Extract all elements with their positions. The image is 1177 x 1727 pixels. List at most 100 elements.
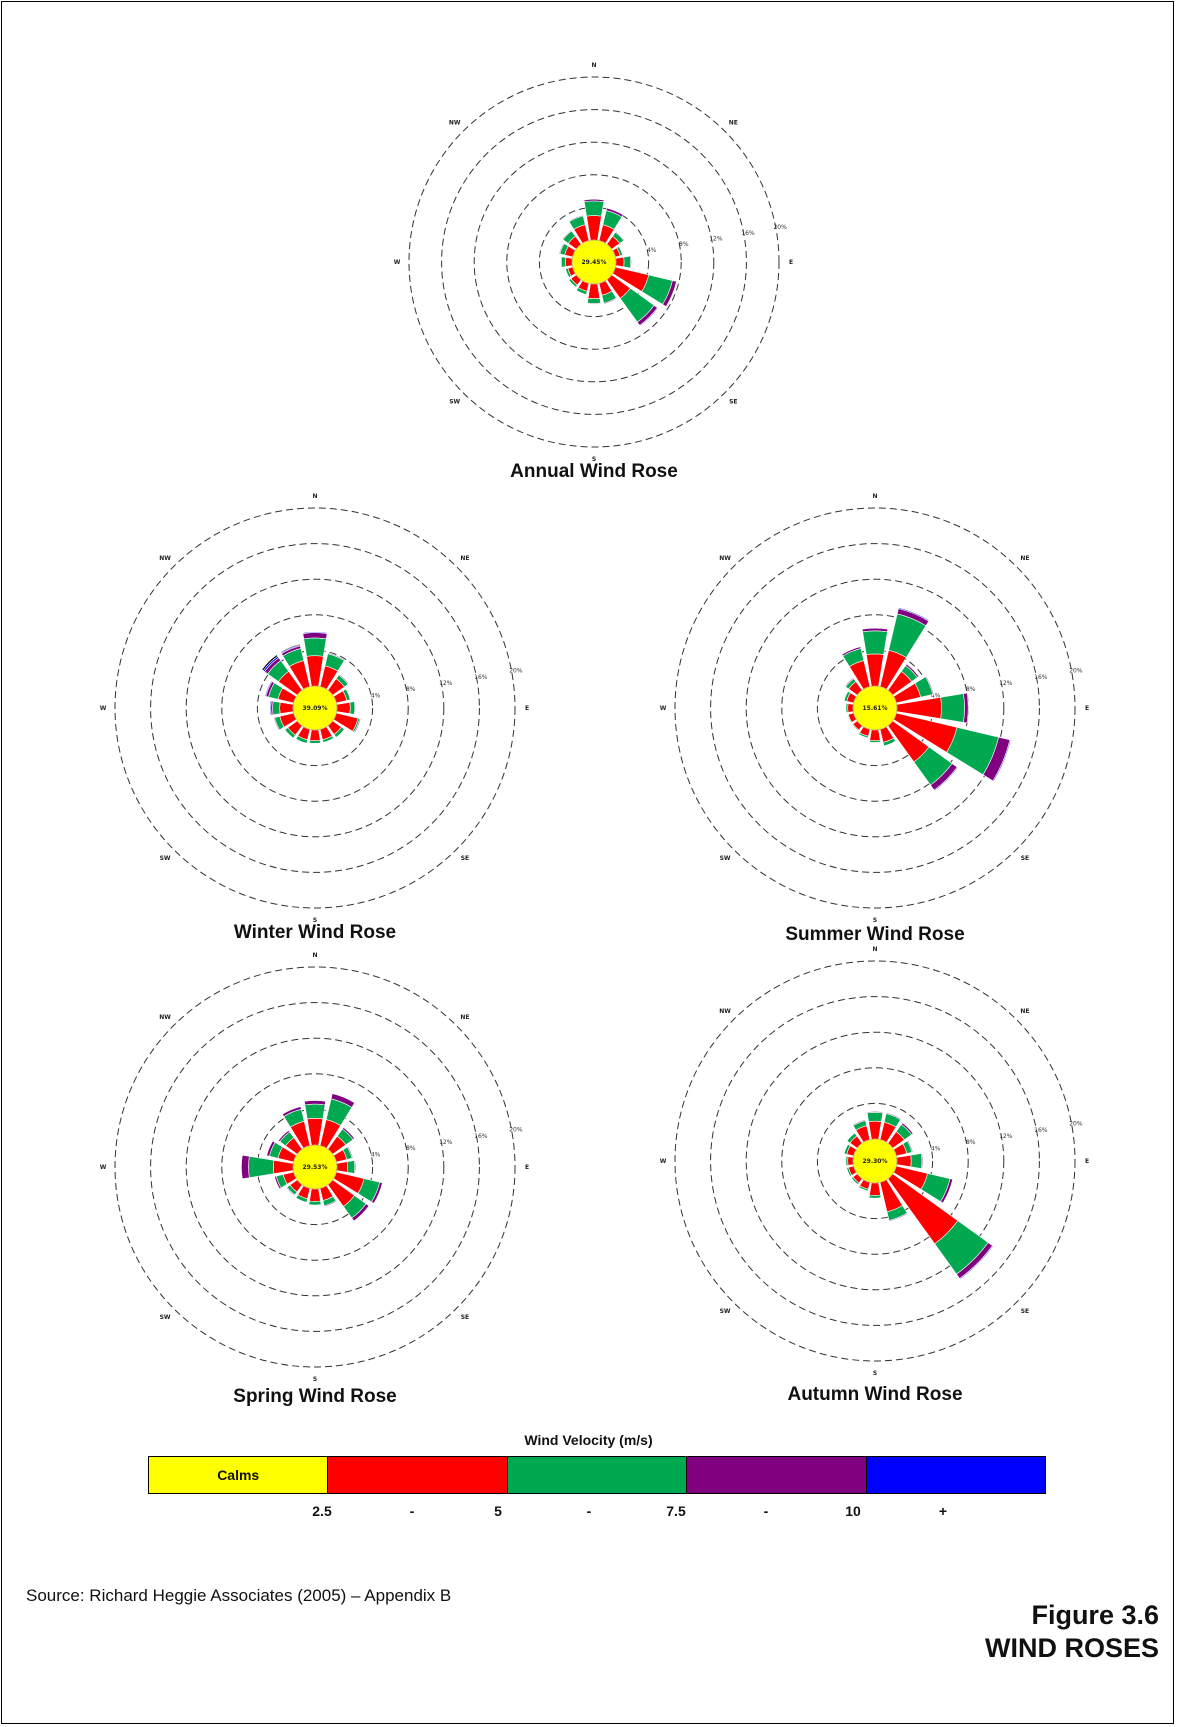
- petal-segment: [353, 1160, 356, 1174]
- petal-segment: [847, 703, 854, 713]
- ring-label: 8%: [966, 1139, 976, 1146]
- range-ring: [441, 109, 747, 415]
- petal-segment: [846, 1166, 853, 1177]
- ring-label: 8%: [406, 1145, 416, 1152]
- legend-tick: 2.5: [312, 1503, 332, 1519]
- source-note: Source: Richard Heggie Associates (2005)…: [26, 1586, 452, 1605]
- petal-segment: [900, 1122, 914, 1136]
- compass-label: NW: [449, 120, 461, 127]
- petal-segment: [940, 693, 965, 723]
- figure-name: WIND ROSES: [984, 1633, 1159, 1663]
- calms-value: 39.09%: [303, 705, 328, 712]
- legend-swatch-10-plus: [866, 1457, 1046, 1493]
- legend-tick: -: [409, 1503, 415, 1519]
- ring-label: 16%: [474, 674, 488, 681]
- range-ring: [408, 76, 780, 448]
- range-ring: [745, 1031, 1005, 1291]
- velocity-legend-bar: Calms: [148, 1456, 1046, 1494]
- petal-segment: [565, 257, 573, 267]
- petal-segment: [568, 214, 584, 223]
- ring-label: 12%: [439, 1139, 453, 1146]
- petal-segment: [323, 1200, 337, 1207]
- range-ring: [185, 578, 445, 838]
- petal-segment: [882, 737, 896, 747]
- legend-tick: 10: [845, 1503, 861, 1519]
- petal-segment: [906, 1140, 914, 1153]
- compass-label: E: [525, 705, 529, 712]
- compass-label: NE: [729, 120, 738, 127]
- compass-label: E: [789, 259, 793, 266]
- range-ring: [674, 960, 1076, 1362]
- ring-label: 8%: [966, 686, 976, 693]
- legend-tick: -: [763, 1503, 769, 1519]
- calms-circle: [571, 239, 617, 285]
- compass-label: SE: [1021, 1308, 1029, 1315]
- petal-segment: [342, 688, 351, 701]
- legend-tick: 7.5: [666, 1503, 686, 1519]
- petal-segment: [623, 255, 631, 269]
- petal-segment: [847, 713, 853, 724]
- legend-swatch-7-5-10: [687, 1457, 867, 1493]
- compass-label: S: [592, 456, 596, 463]
- petal-segment: [302, 632, 328, 640]
- compass-label: W: [660, 1158, 667, 1165]
- petal-segment: [850, 1176, 860, 1186]
- petal-segment: [845, 1155, 849, 1167]
- petal-segment: [338, 673, 350, 685]
- petal-segment: [303, 1100, 327, 1106]
- petal-segment: [910, 1153, 923, 1169]
- petal-segment: [841, 646, 862, 657]
- legend-swatch-5-7-5: [507, 1457, 688, 1493]
- compass-label: NW: [159, 1014, 171, 1021]
- ring-label: 4%: [931, 1145, 941, 1152]
- compass-label: SE: [461, 855, 469, 862]
- ring-label: 8%: [406, 686, 416, 693]
- petal-segment: [560, 256, 563, 268]
- petal-segment: [933, 766, 959, 792]
- petal-segment: [940, 1178, 954, 1204]
- ring-label: 20%: [509, 1127, 523, 1134]
- compass-label: W: [100, 705, 107, 712]
- calms-value: 15.61%: [863, 705, 888, 712]
- petal-segment: [576, 287, 588, 295]
- petal-segment: [858, 732, 869, 739]
- compass-label: W: [100, 1164, 107, 1171]
- compass-label: SW: [160, 1314, 171, 1321]
- petal-segment: [925, 675, 935, 695]
- petal-segment: [327, 652, 346, 661]
- petal-segment: [322, 735, 335, 743]
- compass-label: NW: [159, 555, 171, 562]
- compass-label: N: [872, 493, 877, 500]
- petal-segment: [371, 1181, 383, 1204]
- petal-segment: [858, 1185, 869, 1192]
- petal-segment: [586, 215, 602, 241]
- petal-segment: [851, 723, 860, 732]
- legend-title: Wind Velocity (m/s): [524, 1432, 653, 1448]
- petal-segment: [295, 735, 308, 744]
- petal-segment: [905, 663, 920, 678]
- petal-segment: [662, 280, 677, 307]
- range-ring: [710, 996, 1040, 1326]
- ring-label: 4%: [371, 692, 381, 699]
- ring-label: 20%: [509, 668, 523, 675]
- petal-segment: [866, 1111, 884, 1114]
- legend-tick: +: [938, 1503, 948, 1519]
- compass-label: NW: [719, 1008, 731, 1015]
- petal-segment: [583, 200, 605, 217]
- petal-segment: [869, 739, 881, 743]
- petal-segment: [845, 702, 849, 714]
- compass-label: S: [313, 917, 317, 924]
- petal-segment: [269, 700, 272, 716]
- compass-label: NE: [460, 1014, 469, 1021]
- calms-circle: [852, 1138, 898, 1184]
- calms-circle: [292, 1144, 338, 1190]
- compass-label: SW: [449, 398, 460, 405]
- petal-segment: [273, 717, 281, 731]
- petal-segment: [308, 1200, 322, 1206]
- petal-segment: [241, 1154, 250, 1180]
- petal-segment: [843, 1143, 851, 1155]
- compass-label: S: [313, 1376, 317, 1383]
- legend-swatch-2-5-5: [328, 1457, 508, 1493]
- petal-segment: [869, 729, 881, 741]
- petal-segment: [308, 739, 322, 744]
